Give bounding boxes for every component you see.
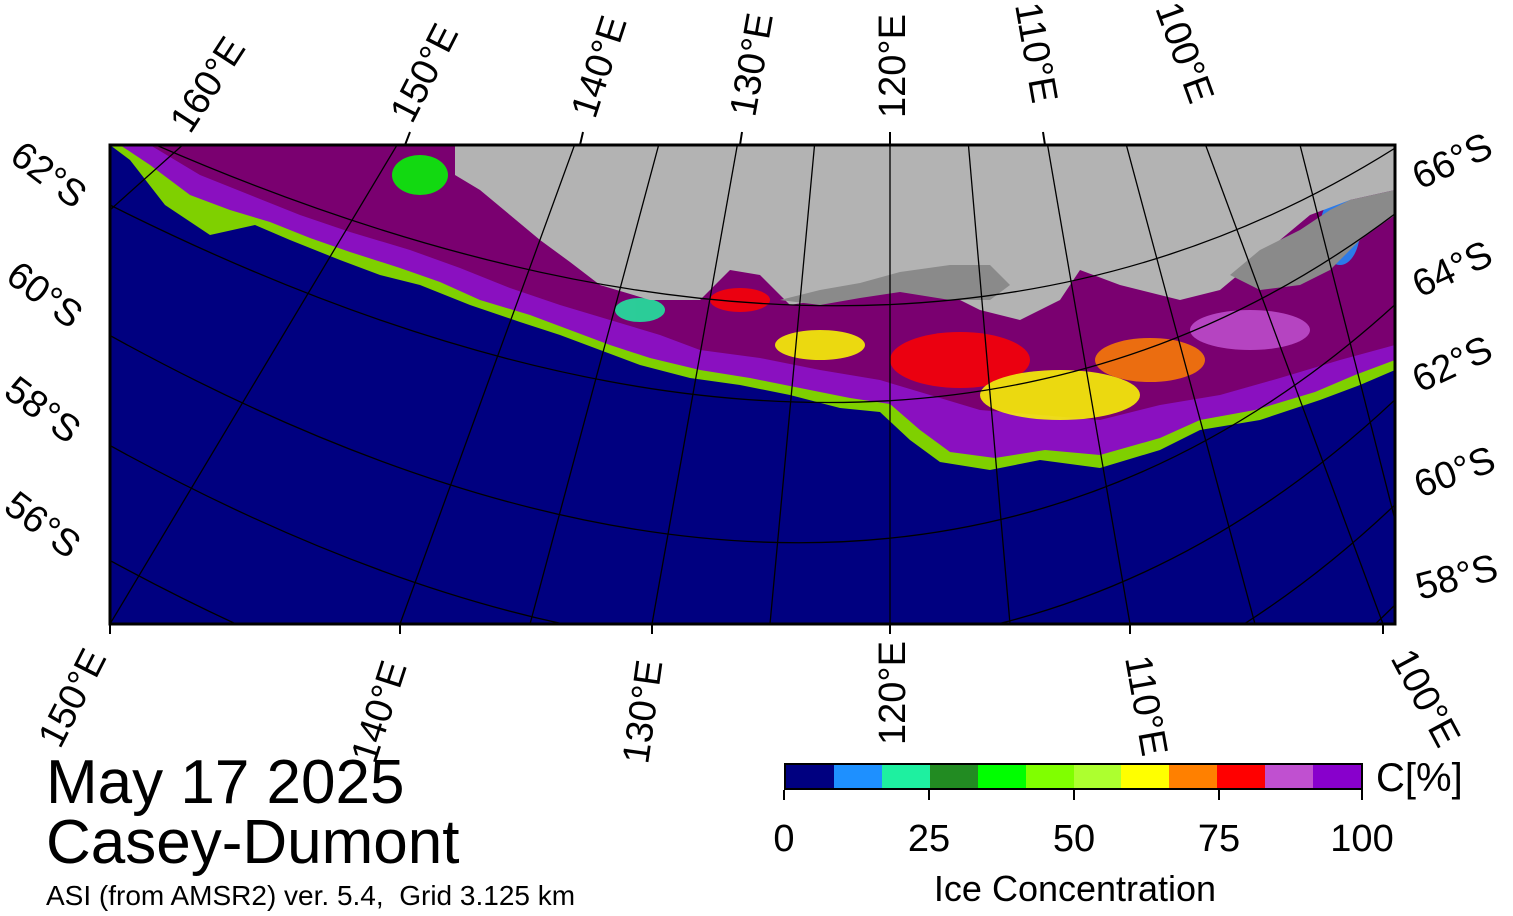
- frame-ticks: [109, 131, 1384, 634]
- colorbar-tick-label: 0: [773, 818, 795, 860]
- left-lat-label: 62°S: [3, 134, 94, 217]
- right-lat-label: 58°S: [1411, 547, 1502, 609]
- data-source-caption: ASI (from AMSR2) ver. 5.4, Grid 3.125 km: [46, 880, 576, 911]
- top-lon-label: 130°E: [723, 10, 782, 120]
- colorbar: [784, 763, 1363, 790]
- colorbar-tick-label: 75: [1197, 818, 1241, 860]
- ice-shelf: [1230, 190, 1395, 290]
- bottom-lon-label: 150°E: [31, 642, 116, 754]
- colorbar-bin: [1121, 765, 1170, 788]
- colorbar-tick-label: 50: [1052, 818, 1096, 860]
- map-date: May 17 2025: [46, 748, 405, 817]
- colorbar-tickmark: [1073, 790, 1075, 800]
- colorbar-tickmark: [928, 790, 930, 800]
- colorbar-bin: [1265, 765, 1314, 788]
- colorbar-bin: [881, 765, 930, 788]
- top-lon-label: 100°E: [1147, 0, 1222, 109]
- colorbar-unit: C[%]: [1376, 756, 1463, 800]
- map-frame: [108, 143, 1397, 626]
- colorbar-bin: [1073, 765, 1122, 788]
- colorbar-bin: [1025, 765, 1074, 788]
- bottom-lon-label: 120°E: [872, 641, 914, 745]
- colorbar-tickmark: [1218, 790, 1220, 800]
- colorbar-tickmark: [783, 790, 785, 800]
- top-lon-label: 110°E: [1006, 0, 1065, 106]
- right-lat-label: 60°S: [1409, 439, 1501, 507]
- colorbar-bin: [833, 765, 882, 788]
- top-lon-label: 140°E: [564, 11, 636, 123]
- colorbar-tick-label: 25: [907, 818, 951, 860]
- left-lat-label: 60°S: [0, 254, 90, 337]
- colorbar-bin: [1169, 765, 1218, 788]
- land-antarctica: [455, 145, 1395, 320]
- latitude-lines: [110, 145, 1395, 624]
- colorbar-title: Ice Concentration: [933, 868, 1217, 909]
- top-lon-label: 160°E: [162, 30, 254, 140]
- colorbar-bin: [1313, 765, 1362, 788]
- top-lon-label: 150°E: [383, 17, 468, 129]
- right-lat-label: 62°S: [1406, 328, 1499, 401]
- bottom-lon-label: 110°E: [1116, 652, 1175, 759]
- top-lon-label: 120°E: [872, 14, 914, 118]
- right-lat-label: 64°S: [1406, 233, 1499, 306]
- region-name: Casey-Dumont: [46, 808, 460, 877]
- colorbar-bin: [977, 765, 1026, 788]
- colorbar-bin: [1217, 765, 1266, 788]
- left-lat-label: 58°S: [0, 369, 88, 452]
- longitude-lines: [110, 145, 1395, 624]
- colorbar-bin: [786, 765, 834, 788]
- ice-shelf: [780, 265, 1010, 305]
- colorbar-tick-label: 100: [1330, 818, 1394, 860]
- colorbar-tickmark: [1361, 790, 1363, 800]
- bottom-lon-label: 100°E: [1382, 643, 1468, 755]
- colorbar-bin: [929, 765, 978, 788]
- right-lat-label: 66°S: [1406, 125, 1499, 198]
- bottom-lon-label: 130°E: [615, 657, 671, 766]
- left-lat-label: 56°S: [0, 484, 88, 567]
